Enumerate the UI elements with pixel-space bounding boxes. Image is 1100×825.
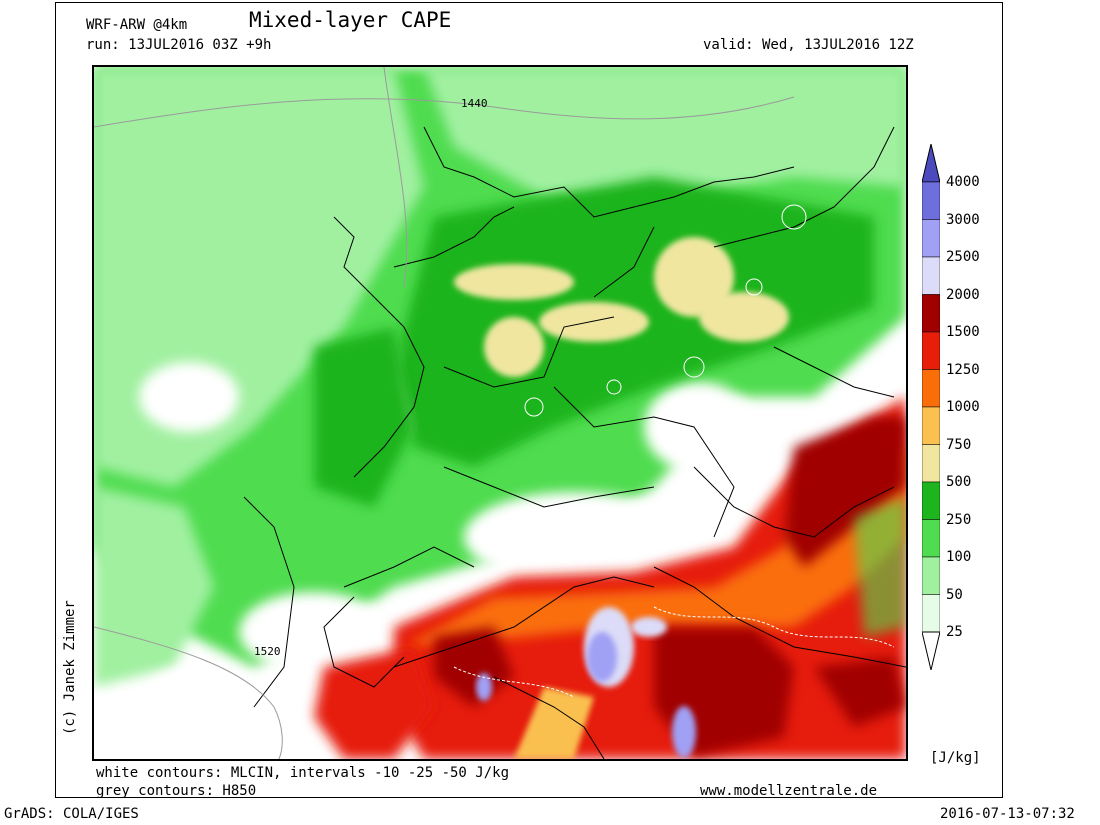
colorbar-label: 25 bbox=[946, 624, 963, 640]
colorbar-label: 3000 bbox=[946, 211, 980, 228]
cape-field bbox=[94, 67, 906, 759]
contour-label-1520: 1520 bbox=[254, 645, 281, 658]
cape-map: 1440 1520 bbox=[92, 65, 908, 761]
run-label: run: 13JUL2016 03Z +9h bbox=[86, 37, 272, 53]
colorbar-label: 100 bbox=[946, 549, 972, 565]
white-contours-note: white contours: MLCIN, intervals -10 -25… bbox=[96, 765, 510, 781]
colorbar-label: 4000 bbox=[946, 174, 980, 190]
colorbar-segment bbox=[922, 444, 940, 483]
colorbar-label: 750 bbox=[946, 436, 972, 453]
colorbar-segment bbox=[922, 406, 940, 445]
colorbar-label: 1250 bbox=[946, 361, 980, 378]
colorbar-label: 500 bbox=[946, 474, 972, 490]
valid-label: valid: Wed, 13JUL2016 12Z bbox=[703, 37, 914, 53]
website-label: www.modellzentrale.de bbox=[700, 783, 878, 799]
chart-title: Mixed-layer CAPE bbox=[249, 8, 452, 32]
colorbar-segment bbox=[922, 519, 940, 558]
colorbar-segment bbox=[922, 256, 940, 295]
boundaries bbox=[243, 126, 906, 759]
colorbar-label: 1000 bbox=[946, 399, 980, 415]
mlcin-contours bbox=[453, 204, 895, 698]
colorbar-segment bbox=[922, 181, 940, 220]
colorbar-segment bbox=[922, 481, 940, 520]
timestamp: 2016-07-13-07:32 bbox=[940, 806, 1075, 822]
colorbar-segment bbox=[922, 294, 940, 333]
colorbar-unit: [J/kg] bbox=[930, 750, 981, 766]
contour-label-1440: 1440 bbox=[461, 97, 488, 110]
colorbar-segment bbox=[922, 331, 940, 370]
colorbar-label: 1500 bbox=[946, 324, 980, 340]
colorbar-segment bbox=[922, 369, 940, 408]
colorbar-bottom-arrow bbox=[922, 631, 940, 670]
colorbar-label: 2000 bbox=[946, 286, 980, 303]
colorbar-top-arrow bbox=[922, 144, 940, 183]
figure-frame bbox=[55, 2, 1003, 798]
grey-contours-note: grey contours: H850 bbox=[96, 783, 257, 799]
colorbar-segment bbox=[922, 594, 940, 633]
colorbar-label: 250 bbox=[946, 511, 972, 528]
colorbar-segment bbox=[922, 219, 940, 258]
colorbar bbox=[922, 144, 940, 670]
h850-contours bbox=[94, 67, 795, 759]
colorbar-segment bbox=[922, 556, 940, 595]
model-label: WRF-ARW @4km bbox=[86, 17, 188, 33]
colorbar-label: 50 bbox=[946, 586, 963, 603]
grads-credit: GrADS: COLA/IGES bbox=[4, 806, 139, 822]
author-credit: (c) Janek Zimmer bbox=[62, 600, 78, 735]
colorbar-label: 2500 bbox=[946, 249, 980, 265]
